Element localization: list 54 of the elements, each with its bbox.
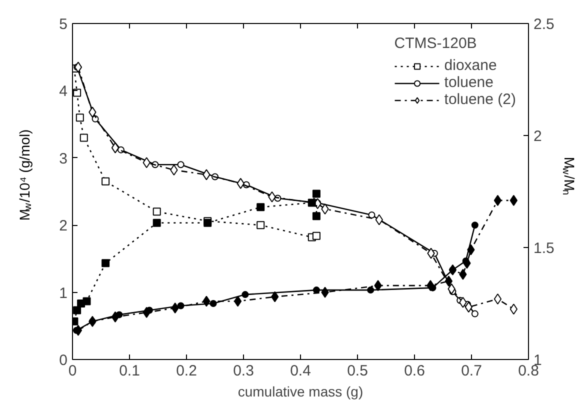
y2-axis-title: Mw/Mn [560, 156, 578, 196]
legend-label: toluene (2) [444, 91, 516, 108]
point [312, 212, 320, 220]
x-tick-label: 0.4 [290, 362, 311, 380]
legend-label: dioxane [444, 57, 497, 74]
y2-tick-label: 1.5 [534, 240, 554, 257]
point [367, 286, 374, 294]
point [242, 291, 249, 298]
point [152, 218, 161, 227]
point [494, 194, 502, 206]
point [510, 194, 518, 206]
point [444, 276, 453, 287]
point [152, 208, 161, 216]
point [111, 142, 120, 154]
point [234, 296, 242, 307]
x-tick-label: 0.5 [347, 362, 368, 380]
point [494, 294, 502, 305]
y-tick-label: 3 [59, 150, 68, 168]
y-tick-label: 5 [59, 16, 68, 33]
y2-tick-label: 2 [534, 128, 542, 145]
legend-title: CTMS-120B [394, 35, 478, 52]
point [177, 161, 184, 168]
y-axis-title: Mw/10⁴ (g/mol) [16, 129, 34, 221]
point [256, 221, 265, 230]
point [312, 286, 320, 294]
point [111, 311, 120, 322]
point [102, 259, 110, 268]
point [368, 212, 376, 219]
point [102, 177, 110, 186]
point [76, 114, 84, 122]
legend-label: toluene [444, 74, 494, 91]
point [510, 304, 518, 315]
point [82, 297, 91, 306]
point [73, 306, 82, 314]
point [471, 310, 478, 318]
x-tick-label: 0.2 [176, 362, 197, 380]
x-tick-label: 0.3 [233, 362, 254, 380]
y-tick-label: 4 [59, 83, 68, 100]
point [312, 190, 320, 198]
y-tick-label: 0 [59, 352, 68, 369]
y-tick-label: 2 [59, 218, 68, 235]
x-axis-title: cumulative mass (g) [238, 384, 364, 400]
x-tick-label: 0.6 [404, 362, 425, 380]
point [308, 198, 316, 207]
y-tick-label: 1 [59, 284, 68, 302]
y2-tick-label: 2.5 [534, 16, 554, 33]
point [80, 134, 88, 142]
x-tick-label: 0.7 [461, 362, 482, 380]
point [256, 203, 265, 212]
point [471, 222, 478, 229]
point [73, 88, 82, 97]
point [210, 300, 217, 307]
x-tick-label: 0.1 [119, 362, 140, 380]
point [312, 232, 320, 240]
